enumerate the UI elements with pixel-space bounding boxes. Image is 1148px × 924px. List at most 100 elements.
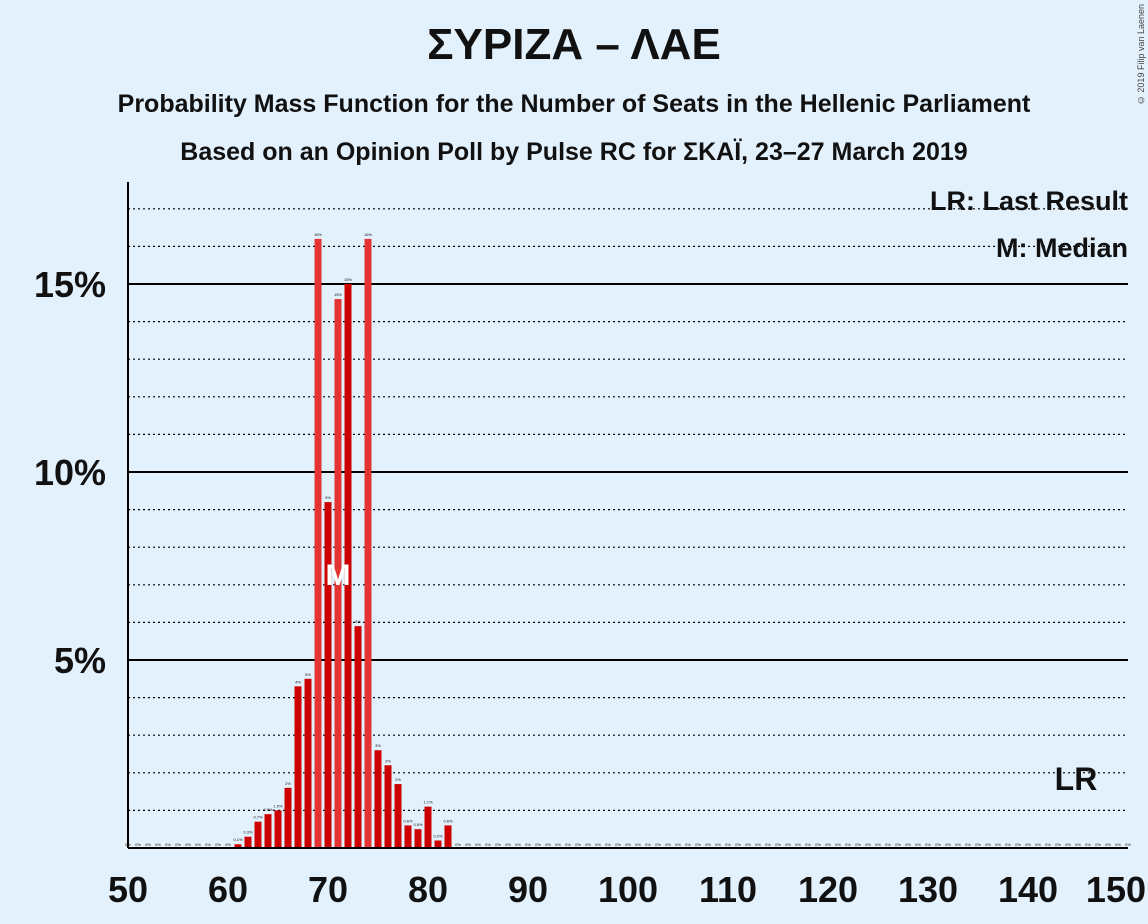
zero-label: 0% xyxy=(1065,842,1071,847)
zero-label: 0% xyxy=(855,842,861,847)
bar-seat-79 xyxy=(414,829,422,848)
bar-seat-77 xyxy=(394,784,402,848)
y-tick-label: 10% xyxy=(34,452,106,493)
bar-seat-72 xyxy=(344,284,352,848)
bar-label: 0.9% xyxy=(263,807,273,812)
zero-label: 0% xyxy=(1005,842,1011,847)
zero-label: 0% xyxy=(805,842,811,847)
zero-label: 0% xyxy=(775,842,781,847)
zero-label: 0% xyxy=(1105,842,1111,847)
zero-label: 0% xyxy=(515,842,521,847)
zero-label: 0% xyxy=(1115,842,1121,847)
zero-label: 0% xyxy=(645,842,651,847)
zero-label: 0% xyxy=(485,842,491,847)
bar-seat-69 xyxy=(314,238,322,848)
zero-label: 0% xyxy=(215,842,221,847)
zero-label: 0% xyxy=(705,842,711,847)
zero-label: 0% xyxy=(625,842,631,847)
bar-label: 4% xyxy=(295,679,301,684)
legend-last-result: LR: Last Result xyxy=(930,186,1128,216)
zero-label: 0% xyxy=(595,842,601,847)
last-result-marker: LR xyxy=(1055,761,1098,797)
bar-seat-62 xyxy=(244,836,252,848)
zero-label: 0% xyxy=(905,842,911,847)
zero-label: 0% xyxy=(585,842,591,847)
zero-label: 0% xyxy=(1055,842,1061,847)
x-tick-label: 100 xyxy=(598,869,658,910)
zero-label: 0% xyxy=(455,842,461,847)
zero-label: 0% xyxy=(755,842,761,847)
zero-label: 0% xyxy=(845,842,851,847)
zero-label: 0% xyxy=(525,842,531,847)
zero-label: 0% xyxy=(975,842,981,847)
bar-label: 9% xyxy=(325,495,331,500)
x-tick-label: 60 xyxy=(208,869,248,910)
bar-label: 2% xyxy=(395,777,401,782)
bar-seat-68 xyxy=(304,678,312,848)
median-marker: M xyxy=(326,559,351,592)
bar-seat-66 xyxy=(284,787,292,848)
zero-label: 0% xyxy=(835,842,841,847)
bar-label: 0.1% xyxy=(233,837,243,842)
zero-label: 0% xyxy=(785,842,791,847)
zero-label: 0% xyxy=(1025,842,1031,847)
bar-label: 6% xyxy=(355,619,361,624)
zero-label: 0% xyxy=(865,842,871,847)
zero-label: 0% xyxy=(885,842,891,847)
x-tick-label: 120 xyxy=(798,869,858,910)
bar-label: 0.3% xyxy=(243,830,253,835)
zero-label: 0% xyxy=(655,842,661,847)
x-tick-label: 110 xyxy=(699,869,757,910)
zero-label: 0% xyxy=(935,842,941,847)
zero-label: 0% xyxy=(195,842,201,847)
bar-seat-75 xyxy=(374,750,382,848)
zero-label: 0% xyxy=(925,842,931,847)
zero-label: 0% xyxy=(1085,842,1091,847)
y-tick-label: 5% xyxy=(54,640,106,681)
bar-label: 1.0% xyxy=(273,803,283,808)
zero-label: 0% xyxy=(535,842,541,847)
bar-label: 0.5% xyxy=(413,822,423,827)
zero-label: 0% xyxy=(1075,842,1081,847)
zero-label: 0% xyxy=(995,842,1001,847)
chart-subtitle-source: Based on an Opinion Poll by Pulse RC for… xyxy=(180,138,968,166)
bar-label: 0.2% xyxy=(433,833,443,838)
bar-label: 2% xyxy=(285,781,291,786)
zero-label: 0% xyxy=(565,842,571,847)
bar-seat-82 xyxy=(444,825,452,848)
bar-label: 0.7% xyxy=(253,815,263,820)
bar-label: 15% xyxy=(344,277,352,282)
bar-label: 3% xyxy=(375,743,381,748)
zero-label: 0% xyxy=(185,842,191,847)
zero-label: 0% xyxy=(205,842,211,847)
zero-label: 0% xyxy=(1125,842,1131,847)
zero-label: 0% xyxy=(915,842,921,847)
x-tick-label: 150 xyxy=(1086,869,1146,910)
zero-label: 0% xyxy=(1095,842,1101,847)
chart-title: ΣΥΡΙΖΑ – ΛΑΕ xyxy=(427,20,721,69)
x-tick-label: 70 xyxy=(308,869,348,910)
bar-label: 16% xyxy=(314,232,322,237)
legend-median: M: Median xyxy=(996,233,1128,263)
bar-seat-76 xyxy=(384,765,392,848)
zero-label: 0% xyxy=(155,842,161,847)
zero-label: 0% xyxy=(505,842,511,847)
zero-label: 0% xyxy=(685,842,691,847)
x-tick-label: 140 xyxy=(998,869,1058,910)
zero-label: 0% xyxy=(725,842,731,847)
bar-label: 15% xyxy=(334,292,342,297)
bar-label: 1.1% xyxy=(423,800,433,805)
zero-label: 0% xyxy=(825,842,831,847)
zero-label: 0% xyxy=(945,842,951,847)
zero-label: 0% xyxy=(735,842,741,847)
zero-label: 0% xyxy=(965,842,971,847)
bar-seat-78 xyxy=(404,825,412,848)
bar-seat-64 xyxy=(264,814,272,848)
x-tick-label: 90 xyxy=(508,869,548,910)
zero-label: 0% xyxy=(615,842,621,847)
bar-seat-71 xyxy=(334,299,342,848)
bar-seat-80 xyxy=(424,806,432,848)
bar-label: 5% xyxy=(305,672,311,677)
bar-seat-81 xyxy=(434,840,442,848)
